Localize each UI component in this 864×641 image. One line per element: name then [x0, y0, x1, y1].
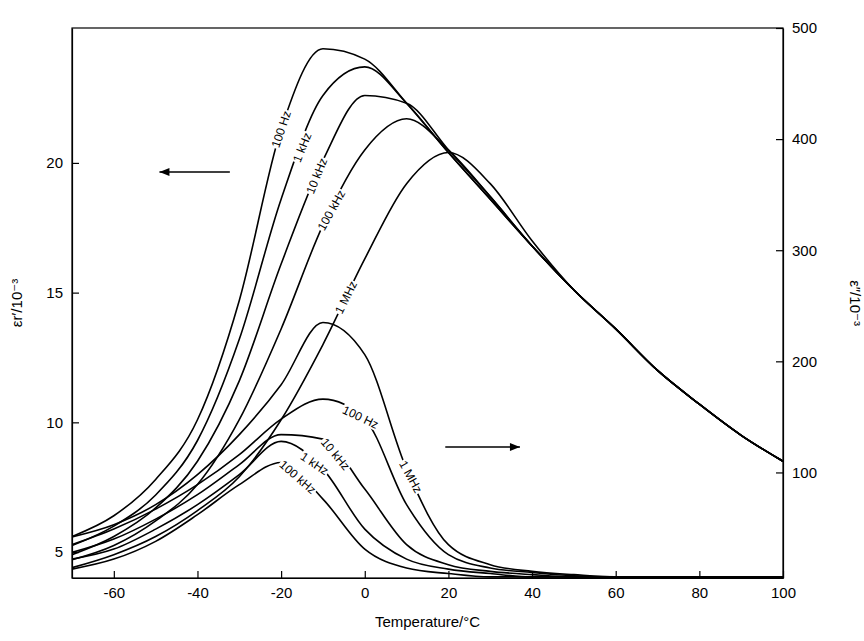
curve-label: 1 MHz	[332, 278, 361, 317]
tick: 0	[361, 571, 369, 601]
series-label: 1 kHz	[290, 131, 314, 165]
arrow-head	[159, 168, 169, 176]
series-line	[72, 322, 783, 576]
tick-label: 20	[46, 154, 63, 171]
tick: -40	[187, 571, 209, 601]
tick: 500	[776, 19, 817, 36]
series-label: 10 kHz	[303, 156, 330, 196]
series-label: 100 Hz	[269, 109, 294, 150]
tick-mark	[448, 571, 449, 578]
tick-label: 5	[55, 543, 63, 560]
tick: 200	[776, 353, 817, 370]
tick-label: -60	[103, 584, 125, 601]
y2-axis: 100 200 300 400 500	[776, 19, 817, 578]
curve-label: 100 kHz	[314, 187, 349, 234]
plot-frame	[72, 28, 783, 578]
tick-mark	[776, 250, 783, 251]
curve-label: 100 Hz	[268, 108, 294, 150]
tick-label: 500	[792, 19, 817, 36]
series-line	[72, 67, 783, 546]
curve-label: 100 kHz	[276, 457, 320, 498]
label-background	[340, 403, 381, 431]
series-line	[72, 119, 783, 560]
label-background	[315, 187, 348, 233]
tick-label: -40	[187, 584, 209, 601]
arrow-shaft	[159, 171, 229, 173]
label-background	[276, 458, 319, 497]
series-label: 100 kHz	[315, 188, 349, 233]
tick: 80	[692, 571, 709, 601]
x-axis-title: Temperature/°C	[375, 613, 480, 630]
tick-mark	[776, 361, 783, 362]
series-label: 100 Hz	[340, 403, 380, 432]
tick-mark	[114, 571, 115, 578]
curve-label: 1 kHz	[290, 130, 315, 166]
tick-label: 300	[792, 242, 817, 259]
label-background	[269, 108, 293, 150]
series-line	[72, 399, 783, 577]
series-group	[72, 49, 783, 577]
plot: -60 -40 -20 0 20 40 60 80 100 5 10 15 20 100 200 300 400…	[46, 19, 817, 600]
left-axis-arrow	[159, 168, 229, 176]
y-axis-title: εr′/10⁻³	[8, 279, 25, 327]
tick-label: 100	[771, 584, 796, 601]
tick-mark	[365, 571, 366, 578]
chart: -60 -40 -20 0 20 40 60 80 100 5 10 15 20 100 200 300 400…	[0, 0, 864, 641]
tick-label: 100	[792, 464, 817, 481]
tick: 400	[776, 130, 817, 147]
series-label: 100 kHz	[277, 457, 319, 497]
tick-mark	[72, 293, 79, 294]
tick-mark	[776, 28, 783, 29]
series-line	[72, 435, 783, 577]
tick-label: 60	[608, 584, 625, 601]
arrow-shaft	[445, 446, 520, 448]
tick: 300	[776, 242, 817, 259]
tick-label: 0	[361, 584, 369, 601]
axis-line	[783, 29, 784, 579]
tick-label: 400	[792, 130, 817, 147]
curve-labels: 100 Hz1 kHz10 kHz100 kHz1 MHz1 MHz100 Hz…	[159, 108, 519, 498]
tick-label: 80	[692, 584, 709, 601]
tick-mark	[72, 163, 79, 164]
y-axis: 5 10 15 20	[46, 29, 79, 579]
tick-label: -20	[271, 584, 293, 601]
tick-mark	[281, 571, 282, 578]
tick-label: 10	[46, 414, 63, 431]
tick: 60	[608, 571, 625, 601]
tick: -60	[103, 571, 125, 601]
tick-mark	[72, 422, 79, 423]
x-axis: -60 -40 -20 0 20 40 60 80 100	[73, 571, 797, 601]
y2-axis-title: ε″/10⁻³	[847, 280, 864, 326]
curve-label: 1 MHz	[396, 457, 426, 496]
tick-label: 20	[441, 584, 458, 601]
curve-label: 100 Hz	[339, 402, 381, 432]
right-axis-arrow	[445, 443, 520, 451]
label-background	[304, 155, 330, 196]
tick-label: 15	[46, 284, 63, 301]
label-background	[396, 458, 424, 496]
tick-mark	[776, 472, 783, 473]
tick: 100	[776, 464, 817, 481]
tick: 20	[46, 154, 79, 171]
axis-line	[72, 29, 73, 579]
tick: 10	[46, 414, 79, 431]
tick: 15	[46, 284, 79, 301]
series-label: 1 MHz	[332, 279, 360, 316]
label-background	[333, 278, 360, 316]
series-line	[72, 462, 783, 576]
tick-mark	[776, 139, 783, 140]
tick-label: 200	[792, 353, 817, 370]
arrow-head	[510, 443, 520, 451]
axis-line	[73, 578, 784, 579]
series-label: 1 MHz	[396, 458, 425, 495]
curve-label: 10 kHz	[303, 155, 331, 197]
tick: -20	[271, 571, 293, 601]
tick-mark	[197, 571, 198, 578]
series-line	[72, 95, 783, 554]
series-line	[72, 441, 783, 577]
tick: 20	[441, 571, 458, 601]
label-background	[291, 130, 314, 165]
tick-label: 40	[524, 584, 541, 601]
